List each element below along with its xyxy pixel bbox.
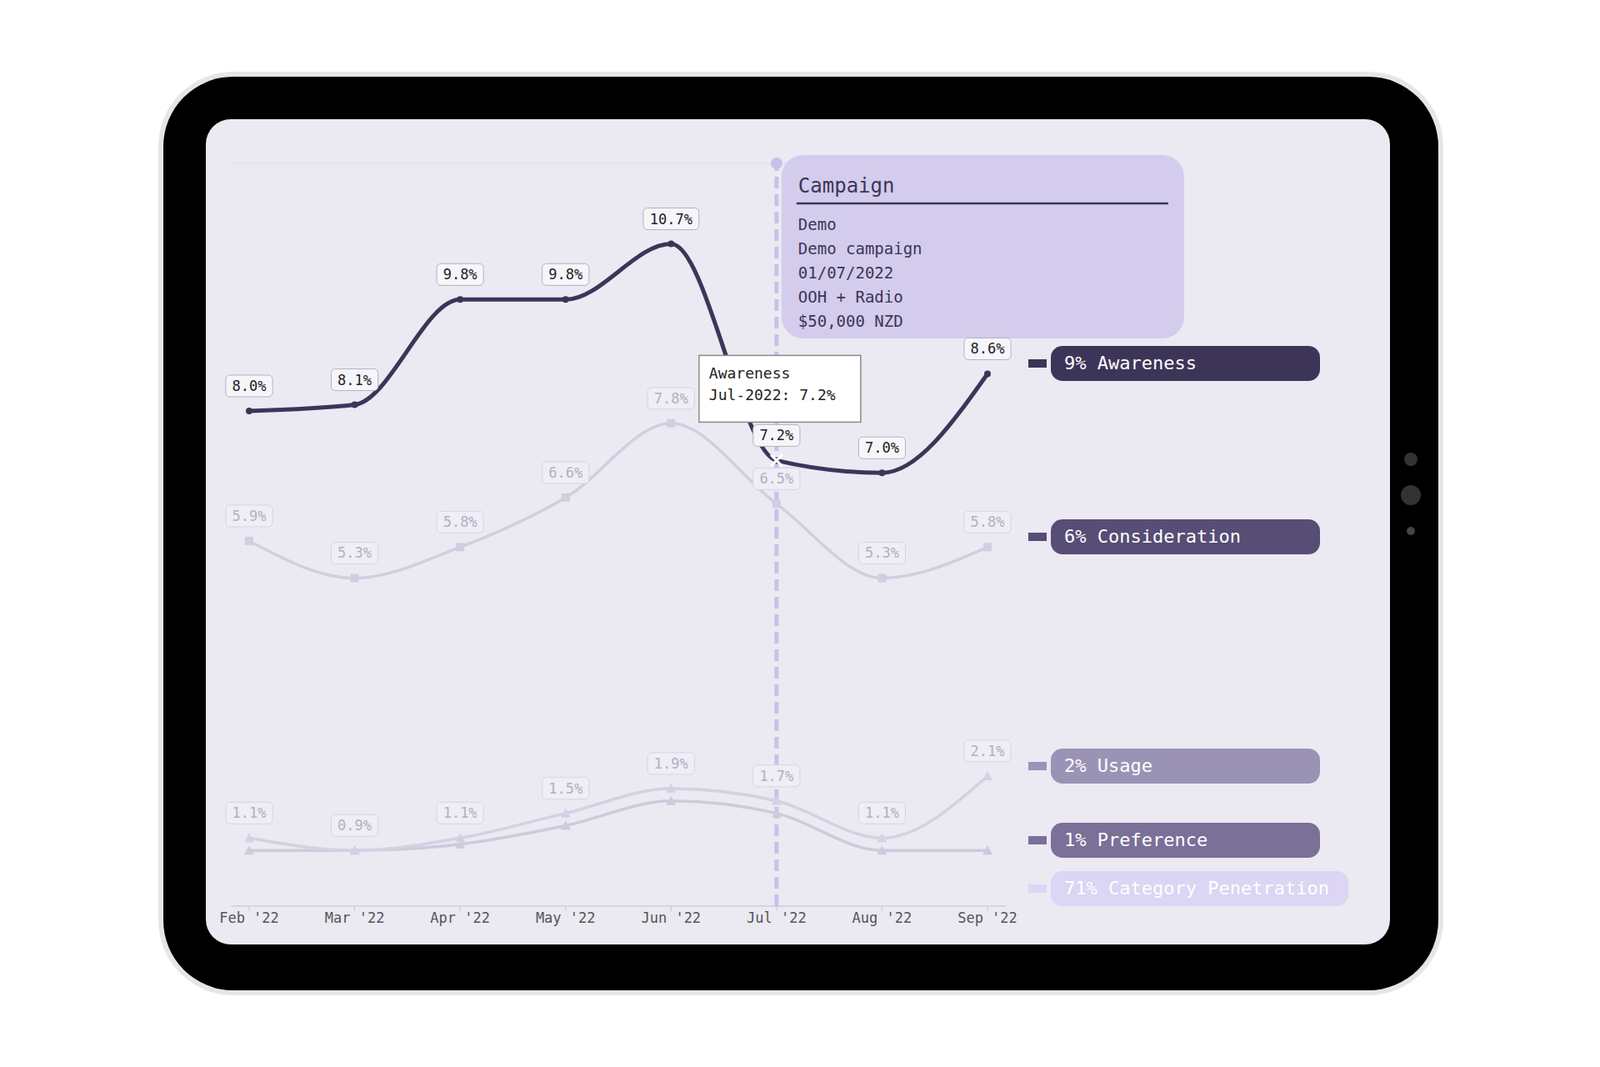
svg-text:01/07/2022: 01/07/2022: [798, 263, 894, 282]
svg-text:2.1%: 2.1%: [970, 742, 1005, 760]
svg-text:8.1%: 8.1%: [337, 371, 372, 389]
html-text:1% Preference: 1% Preference: [1064, 829, 1208, 851]
svg-text:5.8%: 5.8%: [443, 513, 478, 530]
svg-text:Jul '22: Jul '22: [746, 909, 807, 926]
svg-text:1.9%: 1.9%: [654, 755, 689, 772]
svg-text:6.6%: 6.6%: [548, 464, 583, 481]
svg-text:8.6%: 8.6%: [970, 340, 1005, 357]
svg-text:Jul-2022: 7.2%: Jul-2022: 7.2%: [709, 385, 836, 404]
svg-text:$50,000 NZD: $50,000 NZD: [798, 311, 904, 330]
svg-text:Campaign: Campaign: [798, 174, 895, 198]
svg-text:Apr '22: Apr '22: [430, 909, 490, 926]
html-text:2% Usage: 2% Usage: [1064, 755, 1153, 776]
svg-text:Aug '22: Aug '22: [852, 909, 913, 926]
svg-text:5.3%: 5.3%: [337, 544, 372, 561]
svg-text:8.0%: 8.0%: [232, 377, 267, 395]
svg-text:9.8%: 9.8%: [548, 265, 583, 283]
html-text:6% Consideration: 6% Consideration: [1064, 526, 1241, 547]
svg-text:Mar '22: Mar '22: [325, 909, 385, 926]
svg-text:7.0%: 7.0%: [865, 439, 900, 456]
svg-text:Awareness: Awareness: [709, 364, 791, 382]
svg-text:1.7%: 1.7%: [759, 767, 794, 785]
svg-text:Feb '22: Feb '22: [219, 909, 280, 926]
svg-text:1.1%: 1.1%: [865, 804, 900, 821]
svg-text:Jun '22: Jun '22: [640, 909, 701, 926]
svg-text:Demo campaign: Demo campaign: [798, 239, 923, 258]
svg-text:7.2%: 7.2%: [759, 426, 794, 444]
svg-text:7.8%: 7.8%: [654, 390, 689, 407]
html-text:9% Awareness: 9% Awareness: [1064, 352, 1197, 374]
svg-text:10.7%: 10.7%: [650, 210, 693, 228]
svg-text:1.1%: 1.1%: [232, 804, 267, 821]
svg-text:OOH + Radio: OOH + Radio: [798, 287, 904, 306]
svg-text:5.9%: 5.9%: [232, 507, 267, 525]
svg-text:0.9%: 0.9%: [337, 816, 372, 834]
svg-text:6.5%: 6.5%: [759, 470, 794, 487]
svg-text:9.8%: 9.8%: [443, 265, 478, 283]
svg-text:May '22: May '22: [535, 909, 596, 926]
svg-text:Demo: Demo: [798, 215, 837, 234]
svg-text:5.8%: 5.8%: [970, 513, 1005, 530]
svg-text:1.5%: 1.5%: [548, 780, 583, 797]
html-text:71% Category Penetration: 71% Category Penetration: [1064, 877, 1330, 899]
svg-text:Sep '22: Sep '22: [957, 909, 1018, 926]
svg-text:1.1%: 1.1%: [443, 804, 478, 821]
svg-text:5.3%: 5.3%: [865, 544, 900, 561]
